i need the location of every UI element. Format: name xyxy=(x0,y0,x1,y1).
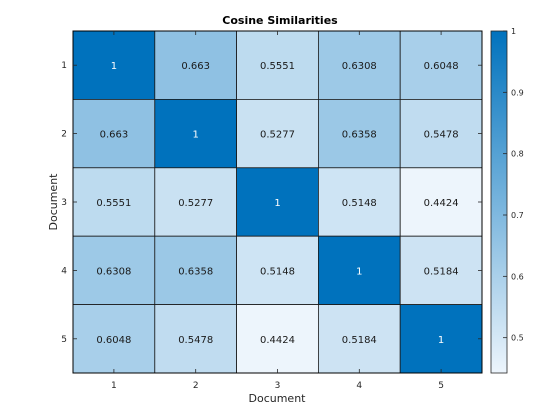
cell-value-label: 0.5184 xyxy=(424,266,459,277)
cell-value-label: 0.5277 xyxy=(260,130,295,141)
cell-value-label: 0.4424 xyxy=(260,335,295,346)
heatmap-cell-r3-c3 xyxy=(236,167,319,237)
cell-value-label: 0.6358 xyxy=(178,266,213,277)
cell-value-label: 0.663 xyxy=(100,130,129,141)
colorbar-tick-label: 1 xyxy=(511,27,516,36)
colorbar-tick-label: 0.9 xyxy=(511,88,524,97)
cell-value-label: 0.5478 xyxy=(424,130,459,141)
x-tick-label: 4 xyxy=(356,381,362,391)
cell-value-label: 0.5148 xyxy=(342,198,377,209)
heatmap-cell-labels: 1 0.663 0.5551 0.6308 0.6048 0.663 1 0.5277 0.63… xyxy=(96,61,458,346)
cell-value-label: 0.6048 xyxy=(424,61,459,72)
y-tick-label: 1 xyxy=(61,61,67,71)
heatmap-cell-r4-c2 xyxy=(154,235,238,305)
chart-title: Cosine Similarities xyxy=(222,14,338,27)
x-tick-label: 2 xyxy=(193,381,199,391)
cell-value-label: 0.663 xyxy=(181,61,210,72)
cell-value-label: 0.5478 xyxy=(178,335,213,346)
y-tick-label: 2 xyxy=(61,130,67,140)
cell-value-label: 0.6358 xyxy=(342,130,377,141)
colorbar xyxy=(490,30,508,374)
cell-value-label: 1 xyxy=(111,61,117,72)
cell-value-label: 1 xyxy=(274,198,280,209)
cell-value-label: 1 xyxy=(356,266,362,277)
heatmap-cell-r5-c2 xyxy=(154,304,238,374)
cell-value-label: 1 xyxy=(438,335,444,346)
cell-value-label: 0.5184 xyxy=(342,335,377,346)
cell-value-label: 0.5277 xyxy=(178,198,213,209)
cell-value-label: 0.5551 xyxy=(260,61,295,72)
y-axis-label: Document xyxy=(47,173,60,231)
y-tick-label: 5 xyxy=(61,335,67,345)
heatmap-cell-r4-c3 xyxy=(236,235,319,305)
cell-value-label: 0.5148 xyxy=(260,266,295,277)
heatmap-cell-r1-c2 xyxy=(154,30,238,100)
x-tick-label: 1 xyxy=(111,381,117,391)
cell-value-label: 0.5551 xyxy=(96,198,131,209)
heatmap-cell-r2-c1 xyxy=(72,99,156,169)
cell-value-label: 0.6308 xyxy=(342,61,377,72)
heatmap-cell-r3-c4 xyxy=(317,167,401,237)
x-axis-ticks: 1 2 3 4 5 xyxy=(111,31,444,391)
x-tick-label: 5 xyxy=(438,381,444,391)
heatmap-cell-r4-c4 xyxy=(317,235,401,305)
y-tick-label: 4 xyxy=(61,266,67,276)
x-axis-label: Document xyxy=(249,392,307,405)
heatmap-cell-r3-c2 xyxy=(154,167,238,237)
colorbar-tick-label: 0.7 xyxy=(511,211,524,220)
colorbar-tick-label: 0.5 xyxy=(511,334,524,343)
cell-value-label: 0.6308 xyxy=(96,266,131,277)
heatmap-cell-r2-c5 xyxy=(399,99,483,169)
cell-value-label: 1 xyxy=(193,130,199,141)
heatmap-cell-r1-c4 xyxy=(317,30,401,100)
heatmap-cell-r1-c1 xyxy=(72,30,156,100)
heatmap-cell-r1-c5 xyxy=(399,30,483,100)
colorbar-ticks: 0.5 0.6 0.7 0.8 0.9 1 xyxy=(503,27,524,343)
heatmap-cells xyxy=(72,30,483,374)
y-axis-ticks: 1 2 3 4 5 xyxy=(61,61,482,345)
x-tick-label: 3 xyxy=(275,381,281,391)
heatmap-cell-r4-c5 xyxy=(399,235,483,305)
heatmap-cell-r5-c3 xyxy=(236,304,319,374)
heatmap-cell-r5-c5 xyxy=(399,304,483,374)
cell-value-label: 0.6048 xyxy=(96,335,131,346)
heatmap-cell-r3-c5 xyxy=(399,167,483,237)
y-tick-label: 3 xyxy=(61,198,67,208)
heatmap-cell-r5-c1 xyxy=(72,304,156,374)
colorbar-tick-label: 0.6 xyxy=(511,272,524,281)
cell-value-label: 0.4424 xyxy=(424,198,459,209)
colorbar-tick-label: 0.8 xyxy=(511,150,524,159)
heatmap-cell-r2-c3 xyxy=(236,99,319,169)
